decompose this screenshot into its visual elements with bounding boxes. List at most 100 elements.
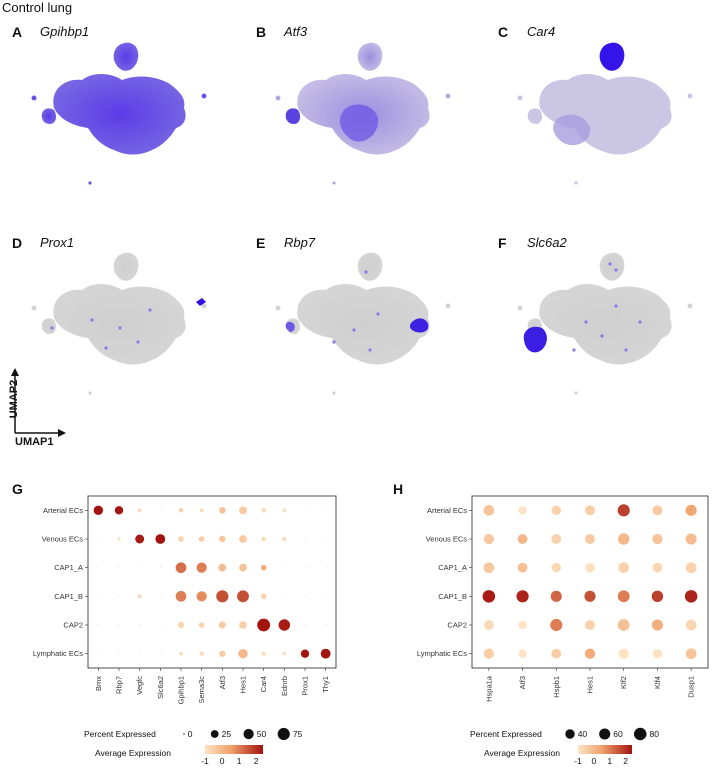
dot-g	[118, 652, 120, 655]
dot-g	[304, 595, 306, 598]
dot-g	[198, 536, 205, 542]
color-legend-tick-h: 2	[623, 756, 628, 766]
dot-h	[551, 648, 562, 659]
size-legend-value-g: 25	[222, 729, 232, 739]
color-legend-tick-g: 0	[220, 756, 225, 766]
color-legend-tick-g: 1	[237, 756, 242, 766]
row-label-h: Lymphatic ECs	[417, 649, 467, 658]
dot-h	[651, 590, 664, 603]
dot-h	[584, 590, 596, 602]
dot-g	[97, 624, 100, 626]
dot-g	[114, 506, 124, 515]
dot-g	[283, 595, 286, 598]
color-legend-tick-h: 1	[607, 756, 612, 766]
dot-g	[97, 538, 100, 540]
dot-h	[685, 562, 697, 574]
col-label-g: Bmx	[94, 676, 103, 691]
gene-label-c: Car4	[527, 24, 556, 39]
dot-h	[551, 562, 561, 573]
dot-h	[550, 618, 563, 632]
dot-h	[652, 562, 663, 573]
dot-g	[219, 507, 226, 514]
panel-label-c: C	[498, 24, 509, 40]
size-legend-dot-g	[183, 733, 185, 735]
dot-g	[137, 594, 142, 599]
col-label-g: Atf3	[218, 676, 227, 689]
size-legend-dot-g	[277, 727, 290, 741]
dot-h	[585, 534, 595, 544]
color-legend-tick-h: 0	[592, 756, 597, 766]
dot-g	[177, 621, 185, 629]
dot-g	[196, 562, 207, 573]
panel-label-g: G	[12, 481, 23, 497]
col-label-h: Atf3	[518, 676, 527, 689]
dot-g	[216, 590, 229, 603]
dot-g	[97, 652, 100, 655]
gene-label-f: Slc6a2	[527, 235, 567, 250]
row-label-g: Arterial ECs	[43, 506, 83, 515]
panel-label-e: E	[256, 235, 266, 251]
gene-label-e: Rbp7	[284, 235, 316, 250]
dot-g	[304, 624, 306, 626]
dot-g	[324, 624, 327, 626]
dot-g	[179, 651, 183, 656]
dot-g	[138, 652, 141, 655]
dot-g	[178, 508, 184, 513]
dot-h	[617, 590, 630, 603]
dot-g	[118, 624, 120, 626]
dot-g	[97, 566, 100, 569]
dot-h	[585, 620, 595, 630]
row-label-h: Venous ECs	[426, 535, 468, 544]
dot-h	[652, 505, 663, 516]
color-legend-tick-g: 2	[254, 756, 259, 766]
panel-label-a: A	[12, 24, 23, 40]
dot-g	[304, 538, 306, 540]
dot-g	[320, 648, 331, 659]
dot-h	[685, 648, 697, 660]
gene-label-a: Gpihbp1	[40, 24, 90, 39]
dot-g	[138, 566, 141, 569]
dot-h	[684, 590, 698, 603]
col-label-h: Klf4	[653, 676, 662, 689]
dot-g	[137, 508, 142, 513]
col-label-g: Prox1	[301, 676, 310, 696]
dot-h	[483, 648, 494, 659]
dot-g	[283, 566, 286, 569]
panel-label-h: H	[393, 481, 404, 497]
size-legend-value-h: 40	[578, 729, 588, 739]
dot-h	[551, 505, 561, 516]
dot-h	[483, 504, 495, 516]
dot-g	[324, 509, 327, 512]
size-legend-dot-g	[210, 730, 219, 738]
col-label-g: Vegfc	[135, 676, 144, 695]
dot-g	[199, 508, 204, 513]
umap-panel-f	[517, 252, 693, 395]
dot-h	[483, 562, 495, 574]
row-label-h: CAP2	[447, 621, 467, 630]
size-legend-value-g: 0	[188, 729, 193, 739]
size-legend-dot-h	[599, 728, 611, 740]
color-legend-bar-g	[205, 745, 263, 754]
dot-h	[518, 506, 527, 515]
dot-g	[178, 536, 184, 542]
dot-g	[175, 590, 187, 602]
col-label-h: Hes1	[586, 676, 595, 694]
dot-h	[517, 534, 528, 544]
dot-h	[584, 648, 596, 659]
dot-g	[135, 534, 145, 544]
dot-h	[585, 505, 595, 516]
size-legend-title-g: Percent Expressed	[84, 729, 156, 739]
dot-g	[324, 566, 327, 569]
dot-g	[304, 509, 306, 512]
dot-h	[482, 590, 496, 603]
umap-panel-e	[275, 252, 451, 395]
dot-g	[219, 535, 226, 543]
dot-h	[483, 620, 494, 630]
row-label-g: Lymphatic ECs	[33, 649, 83, 658]
size-legend-dot-h	[565, 729, 575, 739]
dot-h	[551, 534, 562, 544]
dot-h	[652, 533, 663, 545]
dot-g	[155, 534, 166, 544]
dot-h	[618, 648, 629, 659]
